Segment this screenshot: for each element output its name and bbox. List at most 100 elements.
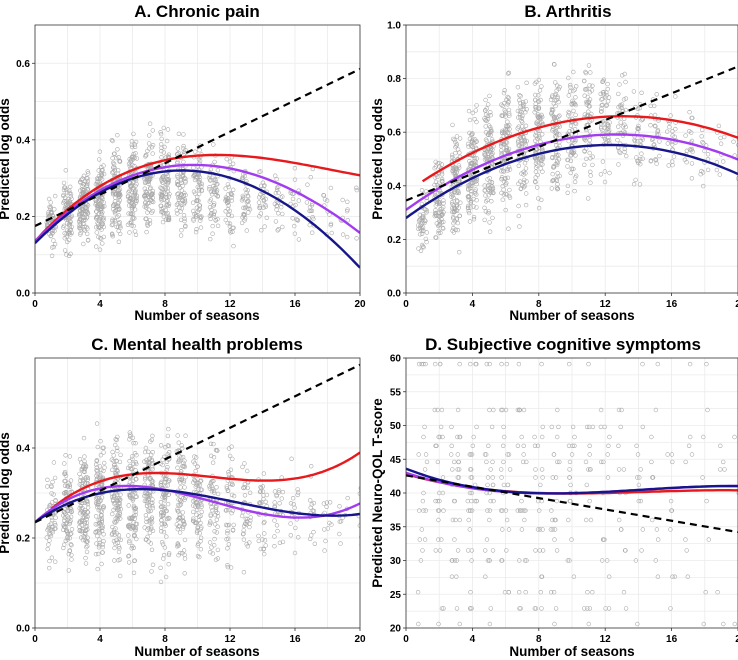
panel-a-point — [209, 212, 214, 217]
panel-d-point — [452, 558, 458, 563]
panel-d-point — [553, 475, 559, 480]
panel-d-point — [672, 574, 678, 579]
panel-c-point — [134, 536, 139, 542]
panel-c-point — [257, 489, 263, 495]
panel-b-point — [502, 131, 507, 136]
panel-d-point — [606, 443, 611, 448]
panel-c-point — [116, 514, 122, 519]
panel-c-point — [83, 514, 89, 519]
panel-c-point — [127, 516, 133, 522]
panel-c-point — [130, 523, 135, 529]
panel-b-point — [569, 101, 574, 107]
panel-b-point — [489, 180, 495, 185]
panel-d-point — [436, 537, 441, 542]
panel-b-point — [507, 122, 512, 128]
panel-c-point — [225, 546, 230, 551]
panel-c-point — [133, 525, 138, 531]
panel-c-point — [243, 516, 249, 521]
panel-b-point — [474, 103, 479, 108]
panel-a-point — [84, 176, 89, 181]
panel-d-point — [602, 424, 607, 430]
panel-c-point — [98, 439, 103, 444]
panel-c-point — [159, 518, 164, 523]
panel-d-point — [616, 517, 622, 523]
panel-b-point — [521, 169, 526, 175]
panel-c-point — [288, 521, 293, 526]
panel-a-point — [243, 187, 248, 192]
panel-a-point — [245, 188, 251, 193]
panel-c-point — [150, 562, 156, 567]
panel-d-point — [701, 621, 706, 627]
panel-c-point — [272, 489, 278, 494]
panel-d-point — [606, 606, 612, 611]
panel-a-point — [78, 227, 83, 232]
panel-b-point — [537, 135, 542, 141]
panel-b-point — [606, 95, 612, 100]
panel-a-point — [361, 218, 365, 222]
panel-d-point — [417, 537, 422, 542]
panel-b-point — [507, 187, 512, 193]
panel-b-point — [555, 174, 560, 180]
panel-c-point — [166, 552, 172, 558]
panel-c-point — [178, 550, 183, 556]
panel-b-point — [441, 201, 446, 206]
panel-c-point — [241, 531, 246, 536]
panel-c-point — [295, 487, 300, 492]
panel-d-point — [567, 467, 572, 472]
panel-d-point — [471, 434, 476, 440]
panel-d-point — [722, 467, 727, 472]
panel-b-point — [551, 165, 557, 170]
panel-a-point — [114, 224, 119, 230]
panel-b-point — [440, 225, 446, 231]
panel-a-point — [131, 193, 136, 199]
panel-c-y-tick-label: 0.4 — [16, 444, 30, 455]
panel-c-point — [182, 552, 187, 558]
panel-b-point — [571, 166, 576, 172]
panel-b-point — [487, 220, 492, 225]
panel-b-point — [606, 124, 611, 129]
panel-c-point — [142, 525, 147, 530]
panel-a-point — [117, 158, 122, 164]
panel-c-point — [67, 454, 73, 459]
panel-b-point — [490, 151, 495, 156]
panel-b-point — [471, 217, 477, 222]
panel-b-purple-fit-line — [406, 133, 738, 211]
panel-c-point — [195, 503, 201, 509]
panel-c-point — [133, 521, 139, 526]
panel-d-point — [539, 574, 545, 579]
panel-b-point — [503, 109, 508, 115]
panel-b-point — [602, 121, 607, 126]
panel-c-point — [196, 541, 201, 546]
panel-b-point — [517, 92, 522, 98]
panel-a-point — [280, 224, 285, 230]
panel-c-point — [150, 497, 155, 502]
panel-d-point — [468, 361, 473, 367]
panel-c-point — [146, 509, 152, 514]
panel-c-point — [242, 493, 248, 498]
panel-c-point — [46, 565, 52, 571]
panel-a-point — [101, 217, 106, 223]
panel-d-point — [720, 459, 726, 465]
panel-b-point — [423, 236, 428, 242]
panel-c-point — [296, 490, 301, 495]
panel-c-point — [126, 554, 131, 559]
panel-b-point — [499, 130, 505, 136]
panel-d-point — [468, 452, 474, 457]
panel-a-point — [111, 151, 117, 157]
panel-a-point — [77, 223, 82, 228]
panel-c-point — [127, 525, 133, 530]
panel-b-point — [486, 209, 491, 214]
panel-c-point — [195, 524, 201, 529]
panel-d-point — [653, 558, 658, 563]
panel-b-point — [488, 127, 494, 132]
panel-c-point — [47, 538, 52, 543]
panel-c-point — [68, 478, 74, 483]
panel-c-point — [149, 452, 154, 458]
panel-a-point — [132, 189, 138, 194]
panel-d-point — [455, 434, 460, 440]
panel-b-point — [454, 198, 460, 203]
panel-d-point — [517, 407, 522, 413]
panel-c-point — [150, 466, 155, 472]
panel-c-point — [97, 537, 102, 542]
panel-c-point — [210, 460, 216, 465]
